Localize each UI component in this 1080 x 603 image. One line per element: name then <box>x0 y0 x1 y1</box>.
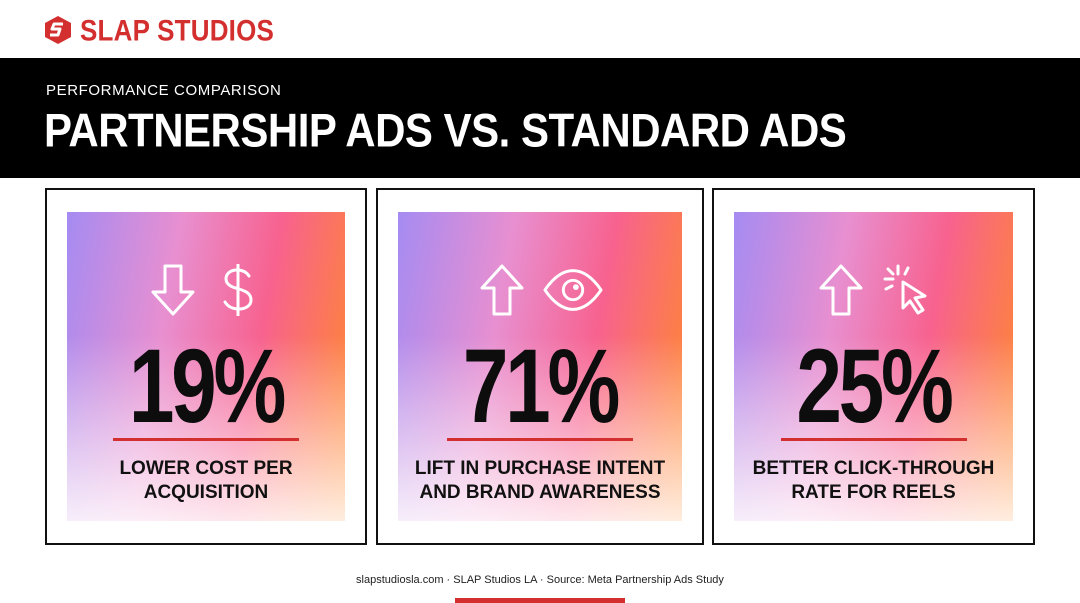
stat-value: 71% <box>462 327 621 446</box>
card-icons <box>398 260 682 320</box>
card-gradient: 25% BETTER CLICK-THROUGH RATE FOR REELS <box>734 212 1013 521</box>
title-banner <box>0 58 1080 178</box>
stat-desc-line: LIFT IN PURCHASE INTENT <box>414 458 666 479</box>
card-icons <box>67 260 345 320</box>
arrow-up-icon <box>819 264 862 316</box>
cursor-click-icon <box>883 264 926 315</box>
stat-card-ctr: 25% BETTER CLICK-THROUGH RATE FOR REELS <box>712 188 1035 545</box>
arrow-up-icon <box>480 264 524 316</box>
arrow-down-icon <box>151 264 195 316</box>
stat-card-intent: 71% LIFT IN PURCHASE INTENT AND BRAND AW… <box>376 188 704 545</box>
stat-value: 25% <box>796 327 954 446</box>
brand-logo[interactable]: SLAP STUDIOS <box>44 12 275 47</box>
stat-desc-line: RATE FOR REELS <box>791 482 956 503</box>
footer-source: slapstudiosla.com · SLAP Studios LA · So… <box>356 574 724 586</box>
stat-description: LIFT IN PURCHASE INTENT AND BRAND AWAREN… <box>398 457 682 505</box>
eyebrow-label: PERFORMANCE COMPARISON <box>46 82 282 99</box>
divider <box>780 438 967 441</box>
card-gradient: 71% LIFT IN PURCHASE INTENT AND BRAND AW… <box>398 212 682 521</box>
top-bar: SLAP STUDIOS <box>0 0 1080 58</box>
divider <box>113 438 299 441</box>
page-title: PARTNERSHIP ADS VS. STANDARD ADS <box>44 104 847 157</box>
divider <box>447 438 633 441</box>
eye-icon <box>543 269 603 311</box>
dollar-icon <box>223 264 253 316</box>
stat-description: LOWER COST PER ACQUISITION <box>67 457 345 505</box>
card-icons <box>734 260 1013 320</box>
stat-desc-line: AND BRAND AWARENESS <box>419 482 661 503</box>
footer-accent-bar <box>455 598 625 603</box>
stat-description: BETTER CLICK-THROUGH RATE FOR REELS <box>734 457 1013 505</box>
card-gradient: 19% LOWER COST PER ACQUISITION <box>67 212 345 521</box>
stat-desc-line: BETTER CLICK-THROUGH <box>752 458 995 479</box>
slap-s-mark-icon <box>45 16 71 44</box>
brand-name: SLAP STUDIOS <box>80 12 275 47</box>
stat-desc-line: LOWER COST PER <box>119 458 293 479</box>
stat-card-cpa: 19% LOWER COST PER ACQUISITION <box>45 188 367 545</box>
stat-desc-line: ACQUISITION <box>143 482 269 503</box>
stat-value: 19% <box>128 327 287 446</box>
